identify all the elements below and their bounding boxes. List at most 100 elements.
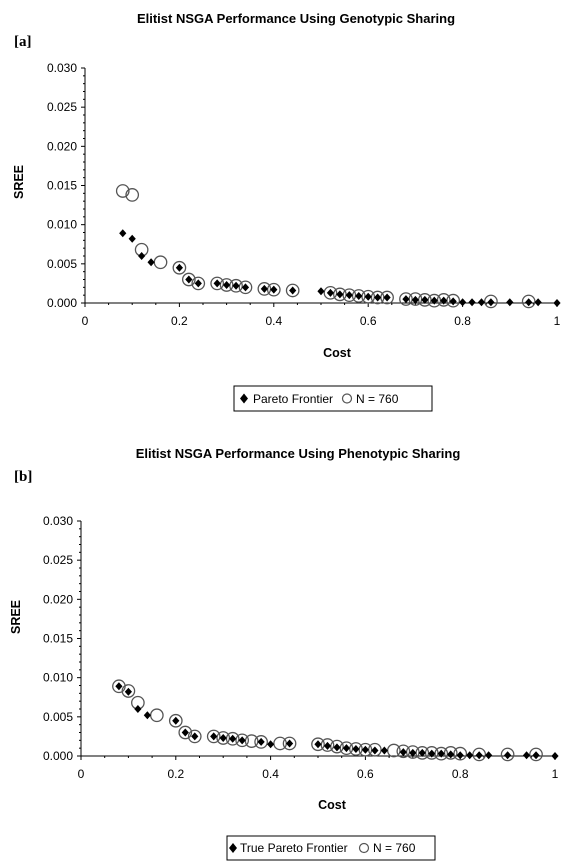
chart-a-point-diamond <box>345 291 353 300</box>
chart-a-y-tick-label: 0.000 <box>47 296 77 310</box>
chart-b-y-tick-label: 0.010 <box>43 671 73 685</box>
chart-b-x-tick-label: 0.2 <box>167 767 184 781</box>
chart-a-legend: Pareto Frontier N = 760 <box>233 385 433 412</box>
chart-b-x-tick-label: 0 <box>78 767 85 781</box>
chart-b-legend: True Pareto Frontier N = 760 <box>226 835 436 861</box>
chart-b-point-diamond <box>418 748 426 757</box>
chart-a-point-circle <box>125 188 140 202</box>
chart-a-point-circle <box>521 294 536 309</box>
chart-b-plot-area: 0.000 0.005 0.010 0.015 0.020 0.025 0.030 0 0.2 0… <box>43 514 559 781</box>
chart-b-point-diamond <box>191 732 199 741</box>
chart-b-point-diamond <box>485 751 493 760</box>
chart-b-legend-circle-icon <box>358 842 370 854</box>
chart-b-point-circle <box>168 713 183 728</box>
chart-a-x-tick-label: 1 <box>554 314 561 328</box>
chart-a-point-circle <box>323 285 338 300</box>
chart-a-point-diamond <box>128 234 136 243</box>
chart-a-point-diamond <box>553 299 561 307</box>
chart-b-point-diamond <box>219 733 227 742</box>
chart-b-point-circle <box>216 731 231 745</box>
chart-b-point-diamond <box>475 751 483 760</box>
chart-a-x-tick-label: 0.4 <box>265 314 282 328</box>
chart-b-y-tick-label: 0.015 <box>43 632 73 646</box>
chart-b-title: Elitist NSGA Performance Using Phenotypi… <box>136 446 461 461</box>
chart-a-legend-label-1: N = 760 <box>356 392 399 406</box>
chart-a-point-diamond <box>440 296 448 305</box>
chart-a-plot-area: 0.000 0.005 0.010 0.015 0.020 0.025 0.030 0 0.2 0… <box>47 61 561 328</box>
chart-a-point-diamond <box>289 286 297 295</box>
chart-b-x-tick-label: 0.6 <box>357 767 374 781</box>
chart-b-point-circle <box>330 739 344 754</box>
chart-a-point-diamond <box>119 229 127 238</box>
chart-a-y-tick-label: 0.010 <box>47 218 77 232</box>
chart-b-point-circle <box>349 742 363 756</box>
chart-a-point-circle <box>181 272 196 287</box>
chart-a-point-diamond <box>194 279 202 288</box>
chart-a-point-diamond <box>232 281 240 290</box>
chart-b-point-diamond <box>333 743 341 752</box>
chart-b-point-diamond <box>323 741 332 750</box>
chart-b-point-circle <box>244 734 259 748</box>
chart-a-y-tick-label: 0.025 <box>47 100 77 114</box>
chart-a-point-circle <box>351 289 366 303</box>
chart-b-point-circle <box>254 735 268 749</box>
chart-a-point-diamond <box>383 293 391 302</box>
chart-a-point-diamond <box>223 280 231 289</box>
chart-a-point-circle <box>219 278 234 292</box>
chart-b-y-tick-label: 0.005 <box>43 710 73 724</box>
chart-a-point-diamond <box>402 295 410 304</box>
chart-b-point-diamond <box>285 739 294 748</box>
chart-b-point-circle <box>453 746 468 761</box>
chart-a-point-circle <box>333 287 347 302</box>
chart-a-point-circle <box>484 294 498 309</box>
chart-b-point-diamond <box>456 751 464 760</box>
chart-b-point-diamond <box>314 740 322 749</box>
chart-a-point-circle <box>210 276 225 291</box>
chart-b-point-circle <box>121 684 136 698</box>
chart-a-point-circle <box>342 288 357 303</box>
chart-b-point-diamond <box>504 751 512 760</box>
chart-a-point-diamond <box>175 263 183 272</box>
chart-b-point-diamond <box>229 734 237 743</box>
chart-b-point-diamond <box>409 748 417 757</box>
chart-a-point-diamond <box>449 297 457 306</box>
chart-b-point-circle <box>282 736 297 751</box>
chart-b-x-tick-label: 1 <box>552 767 559 781</box>
chart-a-xlabel: Cost <box>323 346 352 360</box>
chart-a-point-circle <box>191 276 206 291</box>
chart-b-legend-label-1: N = 760 <box>373 841 416 855</box>
chart-a-point-circle <box>172 260 187 275</box>
chart-b-point-circle <box>529 747 543 762</box>
chart-b-point-diamond <box>361 745 369 754</box>
chart-a-point-circle <box>257 282 272 296</box>
chart-a-point-circle <box>238 280 253 295</box>
chart-a-point-diamond <box>525 298 533 307</box>
chart-a-point-circle <box>285 283 300 298</box>
chart-a-point-circle <box>436 293 451 307</box>
chart-b-point-circle <box>149 708 164 723</box>
chart-a-y-tick-label: 0.005 <box>47 257 77 271</box>
chart-b-point-diamond <box>437 749 445 758</box>
chart-b-point-circle <box>500 747 515 762</box>
chart-b-y-tick-label: 0.020 <box>43 592 73 606</box>
chart-b-x-tick-label: 0.8 <box>452 767 469 781</box>
chart-a-title: Elitist NSGA Performance Using Genotypic… <box>137 11 455 26</box>
chart-a-point-circle <box>115 184 130 198</box>
chart-b-point-diamond <box>134 705 142 713</box>
chart-b-point-diamond <box>466 751 474 760</box>
chart-b-point-diamond <box>238 736 246 745</box>
chart-a-x-tick-label: 0.6 <box>360 314 377 328</box>
chart-a-point-diamond <box>270 285 278 294</box>
chart-b-point-circle <box>178 725 193 740</box>
chart-a-point-circle <box>399 292 413 306</box>
chart-a-point-diamond <box>260 284 268 293</box>
chart-b-legend-diamond-icon <box>229 843 237 853</box>
chart-b-point-circle <box>206 729 221 744</box>
chart-b-y-tick-label: 0.025 <box>43 553 73 567</box>
chart-a-point-diamond <box>213 279 221 288</box>
chart-a-point-diamond <box>185 275 193 284</box>
chart-a-point-diamond <box>138 252 146 260</box>
chart-b-point-circle <box>187 729 202 744</box>
chart-a-x-tick-label: 0.2 <box>171 314 188 328</box>
